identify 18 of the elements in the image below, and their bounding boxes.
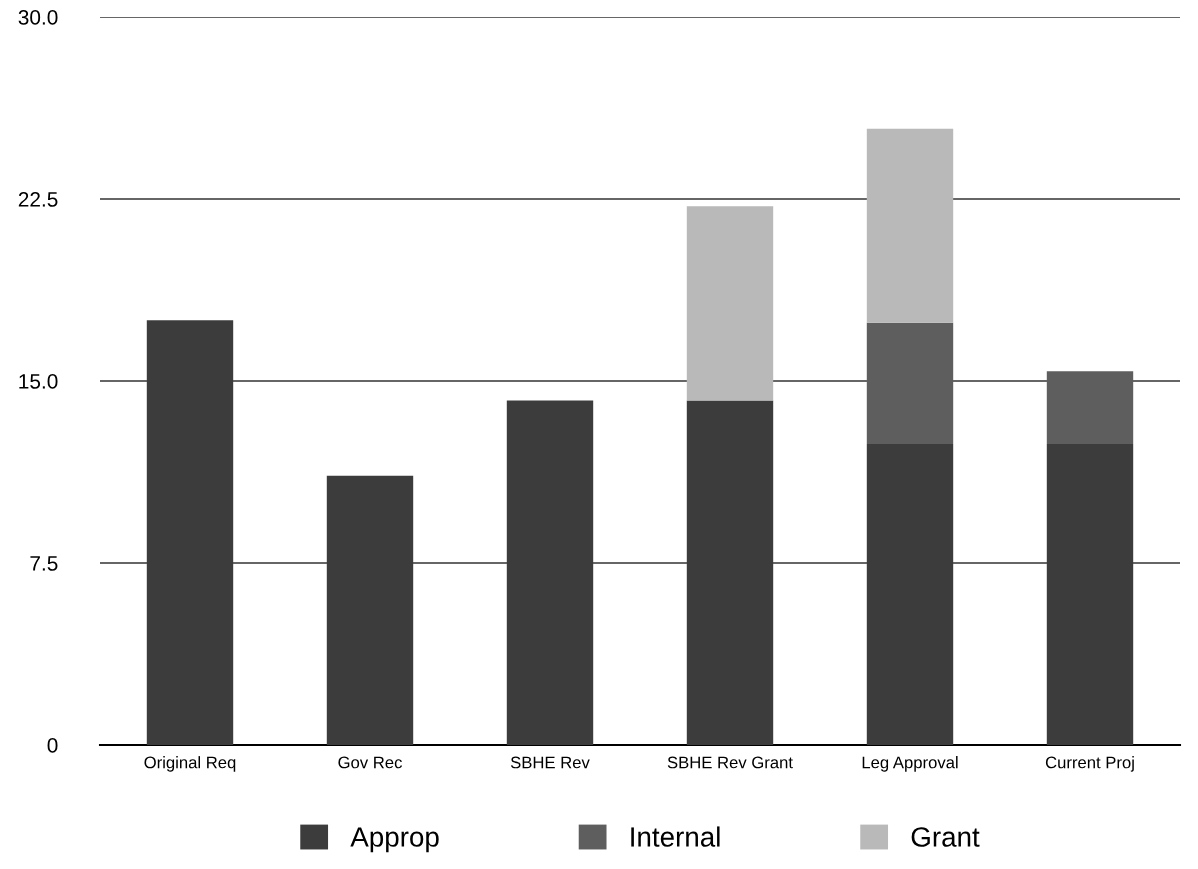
- x-tick-label: SBHE Rev Grant: [667, 756, 793, 769]
- legend-label: Internal: [631, 826, 720, 847]
- y-tick-label: 15.0: [19, 374, 58, 389]
- bar: [866, 322, 954, 445]
- y-tick-label: 0: [47, 738, 58, 753]
- bar: [1046, 371, 1134, 445]
- x-tick-label: Leg Approval: [862, 756, 958, 772]
- x-tick-label: Gov Rec: [338, 756, 402, 769]
- x-tick-label: SBHE Rev: [510, 756, 590, 769]
- bar: [866, 128, 954, 323]
- legend-label: Grant: [911, 827, 980, 847]
- x-tick-label: Original Req: [144, 756, 236, 772]
- y-tick-label: 22.5: [18, 192, 58, 207]
- legend-label: Approp: [350, 827, 439, 853]
- bar: [686, 206, 774, 401]
- y-tick-label: 30.0: [18, 10, 58, 25]
- x-tick-label: Current Proj: [1045, 756, 1134, 772]
- y-tick-label: 7.5: [30, 556, 58, 571]
